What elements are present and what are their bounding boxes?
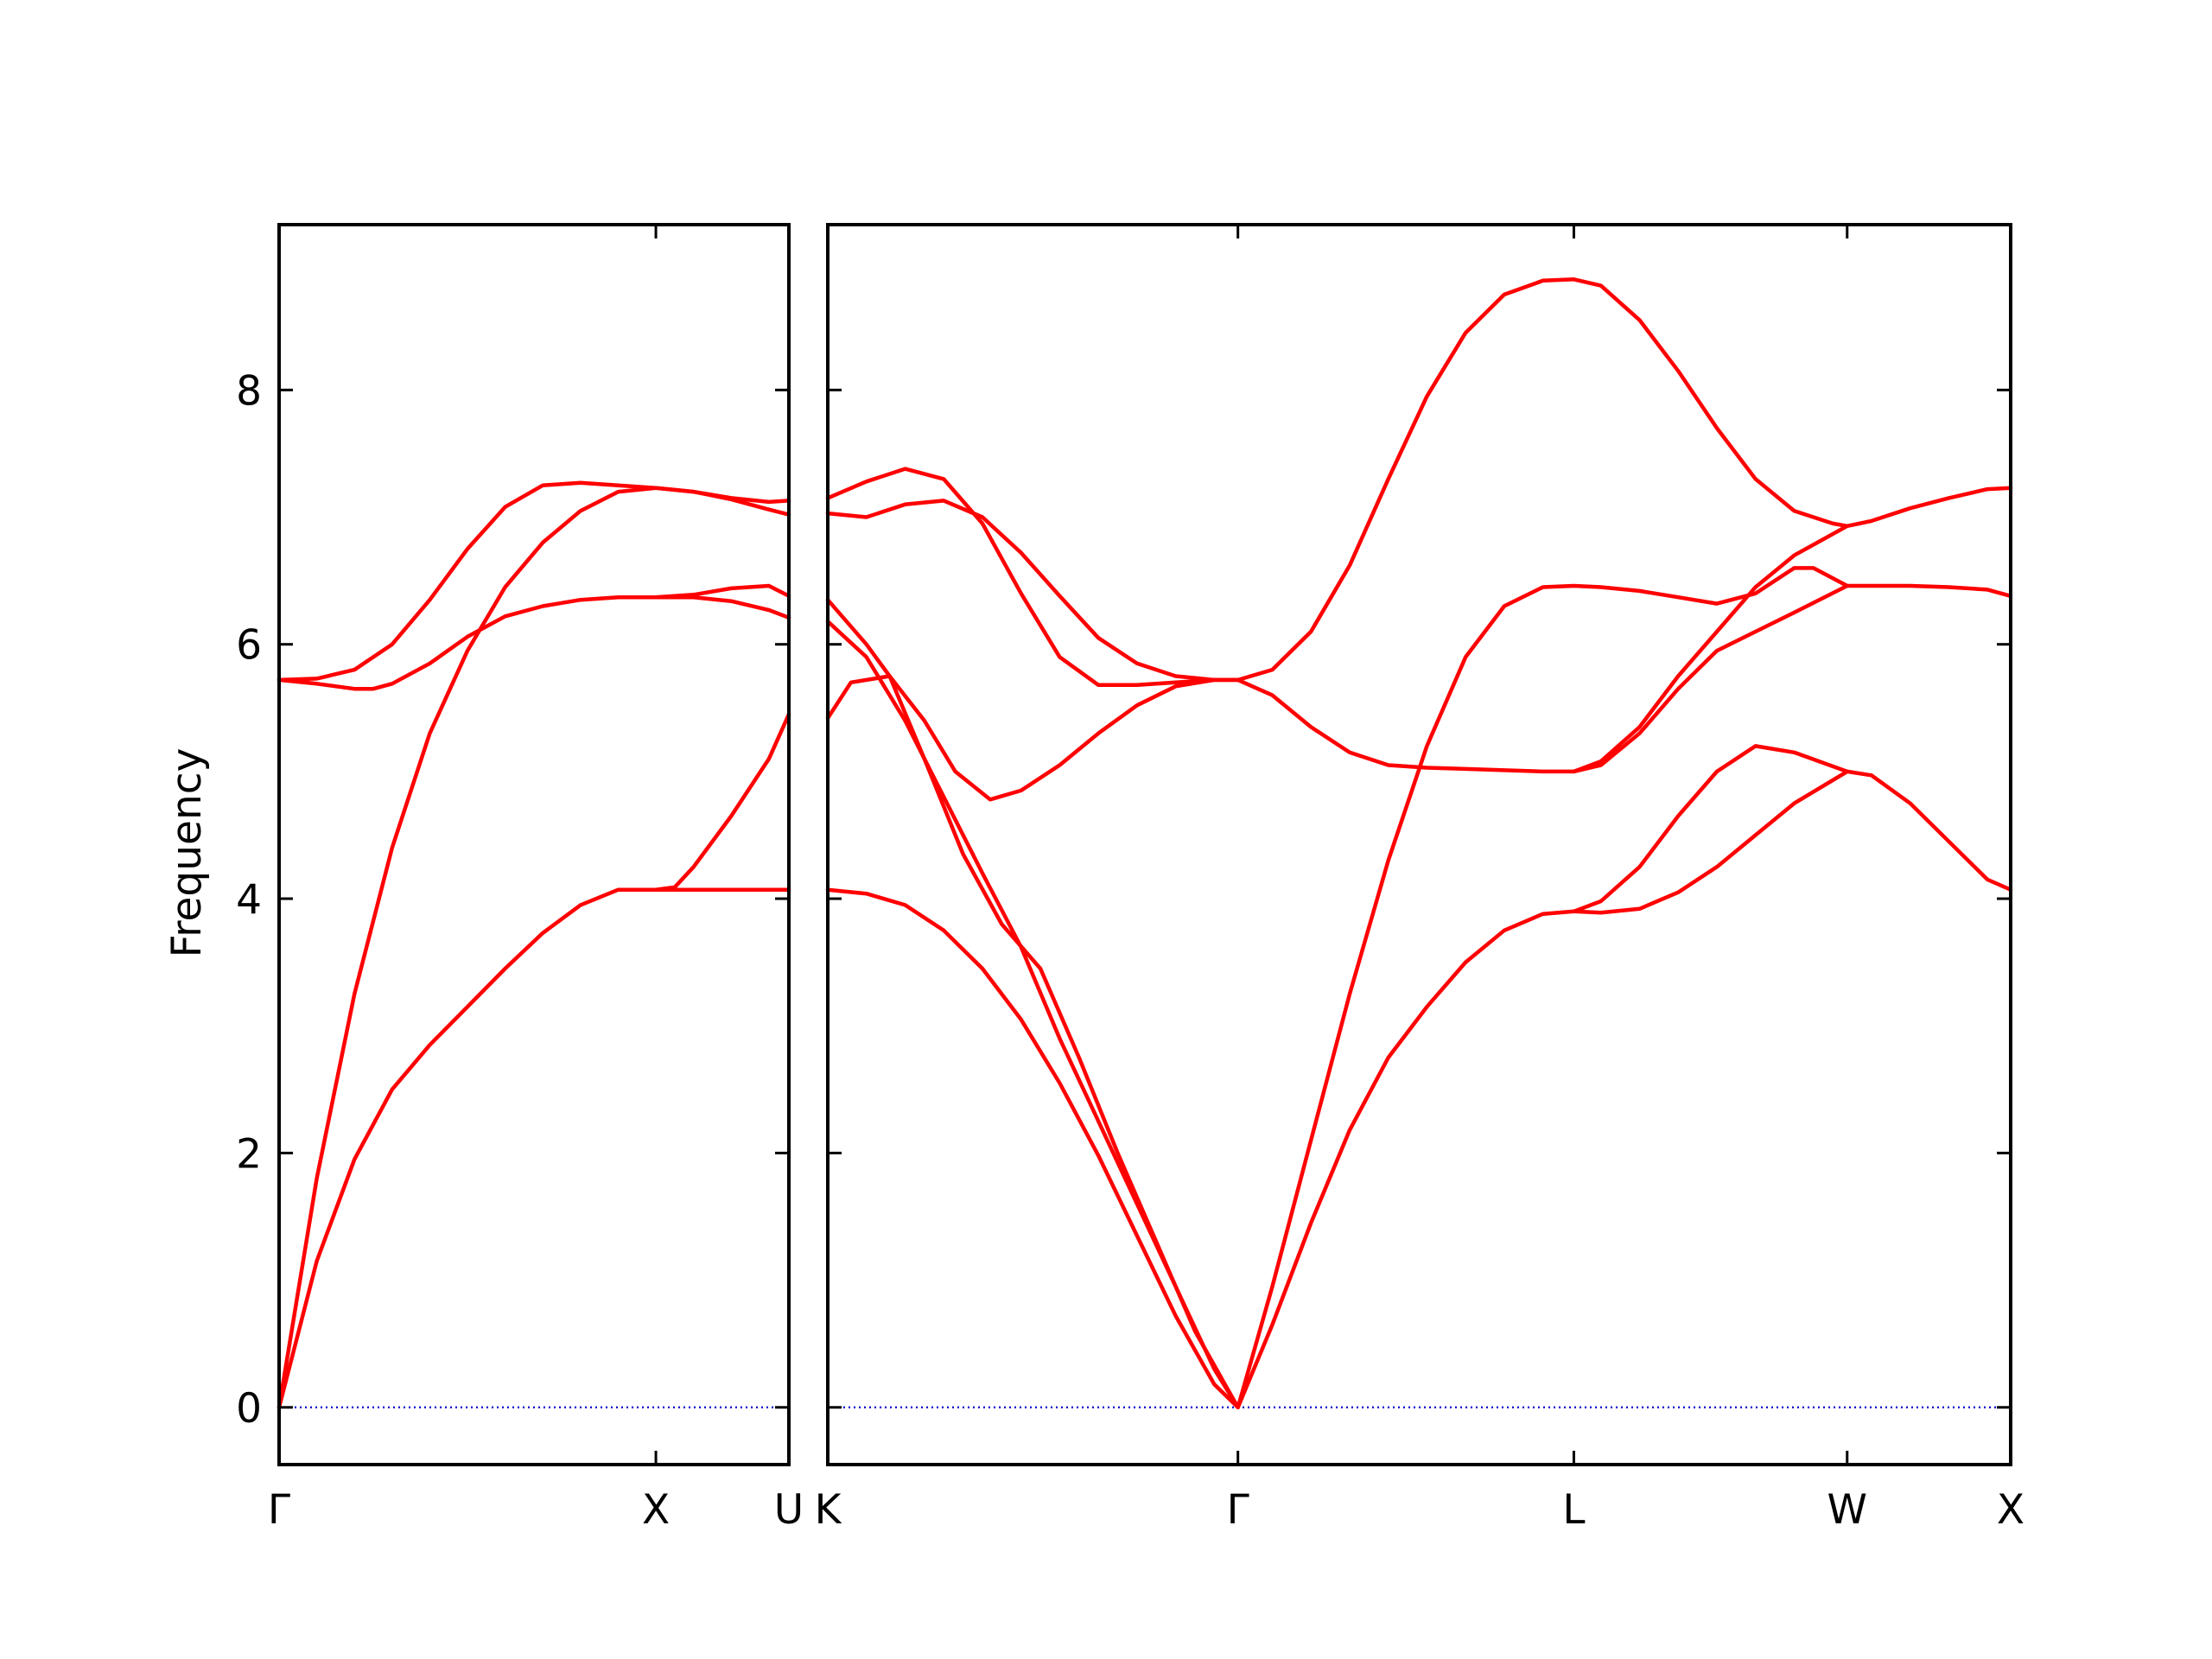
plot-frame (826, 223, 2012, 1466)
band-line (653, 583, 791, 600)
band-line (1236, 744, 1850, 1410)
y-tick-label: 2 (236, 1130, 262, 1178)
band-line (276, 480, 791, 683)
x-tick-label: L (1562, 1486, 1585, 1534)
band-line (825, 467, 1240, 688)
band-line (825, 887, 1240, 1410)
x-tick-label: X (1997, 1486, 2024, 1534)
band-line (825, 619, 1240, 1410)
band-line (276, 712, 791, 1410)
y-axis-label: Frequency (163, 748, 211, 958)
y-tick-label: 8 (236, 367, 262, 415)
x-tick-label: Γ (1227, 1486, 1249, 1534)
y-tick-label: 4 (236, 876, 262, 924)
y-tick-label: 6 (236, 622, 262, 670)
band-line (276, 486, 791, 1410)
y-tick-label: 0 (236, 1385, 262, 1433)
band-line (1236, 566, 2013, 1410)
band-line (825, 499, 1240, 683)
band-line (276, 594, 791, 691)
x-tick-label: W (1827, 1486, 1867, 1534)
x-tick-label: X (642, 1486, 670, 1534)
chart-panels: 0 2 4 6 8 Γ X U K Γ L W X (236, 223, 2024, 1534)
band-line (1572, 769, 2013, 915)
x-tick-label: U (774, 1486, 804, 1534)
band-line (1572, 583, 1850, 774)
x-tick-label: Γ (268, 1486, 290, 1534)
panel-1: 0 2 4 6 8 Γ X U (236, 223, 804, 1534)
band-line (1236, 677, 1576, 774)
band-line (1572, 524, 1850, 774)
plot-frame (277, 223, 791, 1466)
band-line (1236, 277, 2013, 683)
band-line (825, 674, 1240, 802)
x-tick-label: K (815, 1486, 842, 1534)
